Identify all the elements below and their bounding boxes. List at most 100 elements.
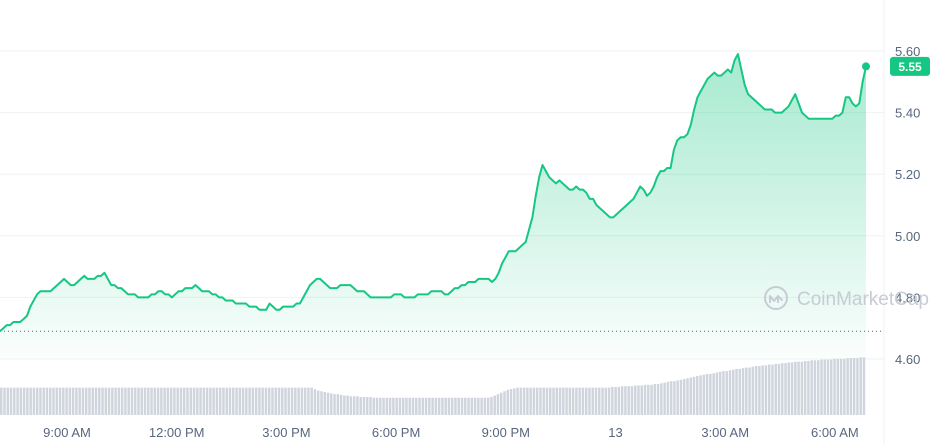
volume-bar — [689, 377, 692, 415]
volume-bar — [493, 395, 496, 415]
volume-bar — [39, 387, 42, 415]
volume-bar — [663, 382, 666, 415]
volume-bar — [333, 394, 336, 415]
volume-bar — [470, 397, 474, 415]
volume-bar — [186, 387, 189, 415]
volume-bar — [215, 387, 219, 415]
volume-bar — [630, 386, 634, 415]
volume-bar — [111, 387, 114, 415]
volume-bar — [392, 397, 395, 415]
volume-bar — [604, 387, 608, 415]
volume-bar — [584, 387, 588, 415]
coinmarketcap-logo-icon — [764, 286, 788, 310]
x-tick-label: 3:00 AM — [701, 425, 749, 440]
volume-bar — [343, 395, 346, 415]
volume-bar — [202, 387, 206, 415]
volume-bar — [692, 376, 696, 415]
volume-bar — [591, 387, 594, 415]
volume-bar — [258, 387, 261, 415]
volume-bar — [120, 387, 124, 415]
volume-bar — [428, 397, 431, 415]
volume-bar — [248, 387, 251, 415]
volume-bar — [166, 387, 170, 415]
volume-bar — [271, 387, 274, 415]
volume-bar — [137, 387, 140, 415]
volume-bar — [624, 386, 627, 415]
volume-bar — [555, 387, 559, 415]
volume-bar — [300, 387, 304, 415]
volume-bar — [522, 387, 526, 415]
volume-bar — [702, 374, 706, 415]
volume-bar — [519, 387, 523, 415]
volume-bar — [483, 397, 487, 415]
volume-bar — [633, 385, 637, 415]
volume-bar — [650, 384, 653, 415]
volume-bar — [764, 365, 768, 415]
volume-bar — [372, 397, 376, 415]
volume-bar — [369, 397, 372, 415]
current-price-dot — [862, 62, 870, 71]
volume-bar — [856, 358, 859, 415]
volume-bar — [640, 385, 643, 415]
volume-bar — [359, 397, 362, 415]
volume-bar — [457, 397, 460, 415]
volume-bar — [437, 397, 441, 415]
volume-bar — [88, 387, 91, 415]
volume-bar — [683, 379, 686, 415]
volume-bar — [362, 397, 366, 415]
volume-bar — [803, 361, 807, 415]
volume-bar — [261, 387, 264, 415]
volume-bar — [294, 387, 297, 415]
volume-bar — [732, 369, 735, 415]
volume-bar — [712, 373, 715, 415]
volume-bar — [473, 397, 477, 415]
volume-bar — [401, 397, 405, 415]
volume-bar — [101, 387, 104, 415]
volume-bar — [441, 397, 444, 415]
y-tick-label: 5.20 — [895, 167, 920, 182]
volume-bar — [107, 387, 111, 415]
volume-bar — [588, 387, 591, 415]
volume-bar — [787, 362, 791, 415]
volume-bar — [813, 360, 817, 415]
volume-bar — [42, 387, 45, 415]
price-area-fill — [0, 54, 866, 359]
volume-bar — [575, 387, 578, 415]
volume-bar — [660, 383, 663, 415]
volume-bar — [738, 368, 742, 415]
volume-bar — [421, 397, 425, 415]
y-tick-label: 4.60 — [895, 352, 920, 367]
volume-bar — [526, 387, 529, 415]
volume-bar — [91, 387, 94, 415]
volume-bar — [758, 366, 761, 415]
volume-bar — [408, 397, 411, 415]
volume-bar — [784, 363, 787, 415]
volume-bar — [532, 387, 536, 415]
volume-bar — [450, 397, 454, 415]
volume-bar — [218, 387, 222, 415]
volume-bar — [411, 397, 415, 415]
volume-bar — [189, 387, 193, 415]
volume-bar — [238, 387, 242, 415]
volume-bar — [460, 397, 464, 415]
volume-bar — [767, 364, 771, 415]
volume-bar — [676, 380, 679, 415]
y-tick-label: 5.40 — [895, 106, 920, 121]
volume-bar — [398, 397, 402, 415]
volume-bar — [320, 391, 323, 415]
volume-bar — [816, 360, 820, 415]
volume-bar — [382, 397, 385, 415]
volume-bar — [375, 397, 379, 415]
volume-bar — [774, 363, 777, 415]
volume-bar — [245, 387, 248, 415]
volume-bar — [656, 384, 660, 415]
volume-bar — [771, 364, 774, 415]
volume-bar — [35, 387, 39, 415]
volume-bar — [797, 361, 800, 415]
volume-bar — [562, 387, 565, 415]
volume-bar — [794, 361, 797, 415]
volume-bar — [310, 387, 313, 415]
volume-bar — [307, 387, 310, 415]
volume-bar — [464, 397, 467, 415]
volume-bar — [313, 389, 317, 415]
